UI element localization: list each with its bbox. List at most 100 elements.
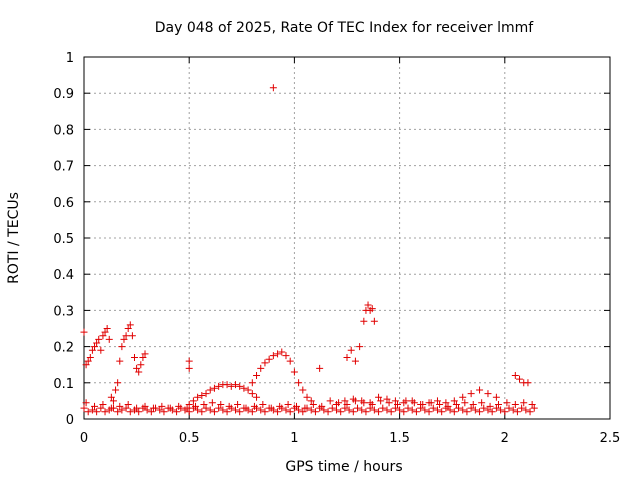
data-point-arc-2 (274, 350, 282, 358)
data-point-early-scatter (107, 393, 115, 401)
data-point-spikes (185, 357, 193, 365)
x-tick-label: 0.5 (179, 431, 200, 446)
data-point-arc-3 (450, 397, 458, 405)
data-point-baseline-2 (393, 401, 401, 409)
data-points (80, 84, 538, 416)
data-point-baseline (286, 408, 294, 416)
data-point-baseline (328, 404, 336, 412)
data-point-baseline-2 (99, 401, 107, 409)
data-point-baseline (476, 408, 484, 416)
data-point-baseline-2 (175, 402, 183, 410)
data-point-arc-1 (244, 386, 252, 394)
data-point-baseline-2 (116, 402, 124, 410)
data-point-baseline (80, 404, 88, 412)
data-point-spikes (516, 375, 524, 383)
data-point-arc-1 (185, 401, 193, 409)
data-point-baseline (433, 406, 441, 414)
data-point-baseline (518, 404, 526, 412)
data-point-baseline (450, 408, 458, 416)
data-point-baseline (299, 408, 307, 416)
data-point-baseline (425, 408, 433, 416)
data-point-arc-2 (282, 352, 290, 360)
data-point-arc-2 (303, 393, 311, 401)
data-point-arc-3 (442, 399, 450, 407)
data-point-baseline-2 (309, 401, 317, 409)
data-point-baseline (354, 404, 362, 412)
data-point-baseline (400, 408, 408, 416)
data-point-baseline (198, 408, 206, 416)
data-point-early-scatter (95, 335, 103, 343)
data-point-arc-1 (202, 390, 210, 398)
data-point-baseline (143, 406, 151, 414)
data-point-baseline-2 (166, 404, 174, 412)
data-point-early-scatter (118, 343, 126, 351)
data-point-baseline-2 (225, 402, 233, 410)
data-point-arc-2 (248, 379, 256, 387)
data-point-arc-3 (383, 395, 391, 403)
data-point-baseline-2 (259, 401, 267, 409)
data-point-early-scatter (116, 357, 124, 365)
data-point-baseline-2 (107, 404, 115, 412)
data-point-arc-2 (269, 352, 277, 360)
x-tick-label: 0 (80, 431, 88, 446)
data-point-baseline (324, 408, 332, 416)
data-point-arc-1 (253, 393, 261, 401)
data-point-baseline (337, 408, 345, 416)
data-point-baseline-2 (343, 401, 351, 409)
data-point-baseline (379, 404, 387, 412)
data-point-baseline-2 (183, 404, 191, 412)
data-point-arc-3 (459, 393, 467, 401)
data-point-baseline (156, 406, 164, 414)
grid-lines (84, 57, 610, 419)
x-axis-title: GPS time / hours (285, 459, 402, 475)
data-point-baseline-2 (82, 399, 90, 407)
data-point-arc-3 (349, 395, 357, 403)
data-point-baseline-2 (192, 402, 200, 410)
data-point-spikes (347, 346, 355, 354)
data-point-baseline (248, 408, 256, 416)
data-point-baseline (375, 408, 383, 416)
data-point-baseline-2 (318, 402, 326, 410)
data-point-baseline (471, 406, 479, 414)
data-point-early-scatter (105, 335, 113, 343)
data-point-baseline-2 (520, 399, 528, 407)
data-point-baseline (202, 404, 210, 412)
data-point-baseline-2 (133, 404, 141, 412)
data-point-early-scatter (135, 368, 143, 376)
data-point-baseline-2 (461, 399, 469, 407)
data-point-baseline (135, 408, 143, 416)
data-point-arc-3 (484, 390, 492, 398)
data-point-baseline (522, 406, 530, 414)
data-point-baseline (505, 404, 513, 412)
data-point-arc-2 (265, 355, 273, 363)
data-point-spikes (524, 379, 532, 387)
data-point-baseline-2 (478, 399, 486, 407)
data-point-arc-2 (286, 357, 294, 365)
data-point-baseline (530, 404, 538, 412)
data-point-baseline-2 (444, 402, 452, 410)
data-point-baseline (210, 408, 218, 416)
y-tick-label: 0.4 (53, 268, 74, 283)
data-point-baseline (97, 404, 105, 412)
data-point-baseline (147, 408, 155, 416)
data-point-baseline (101, 408, 109, 416)
data-point-arc-3 (433, 397, 441, 405)
data-point-baseline (370, 406, 378, 414)
y-tick-label: 0.8 (53, 123, 74, 138)
data-point-arc-1 (206, 386, 214, 394)
data-point-early-scatter (112, 386, 120, 394)
y-axis-title: ROTI / TECUs (6, 192, 22, 284)
data-point-early-scatter (93, 339, 101, 347)
data-point-arc-1 (210, 384, 218, 392)
data-point-arc-2 (290, 368, 298, 376)
data-point-baseline-2 (124, 401, 132, 409)
data-point-baseline-2 (486, 402, 494, 410)
data-point-baseline (206, 406, 214, 414)
data-point-baseline-2 (436, 401, 444, 409)
data-point-arc-2 (307, 397, 315, 405)
data-point-baseline-2 (141, 402, 149, 410)
data-point-baseline (282, 406, 290, 414)
data-point-baseline (185, 408, 193, 416)
data-point-baseline (421, 406, 429, 414)
data-point-baseline (362, 408, 370, 416)
